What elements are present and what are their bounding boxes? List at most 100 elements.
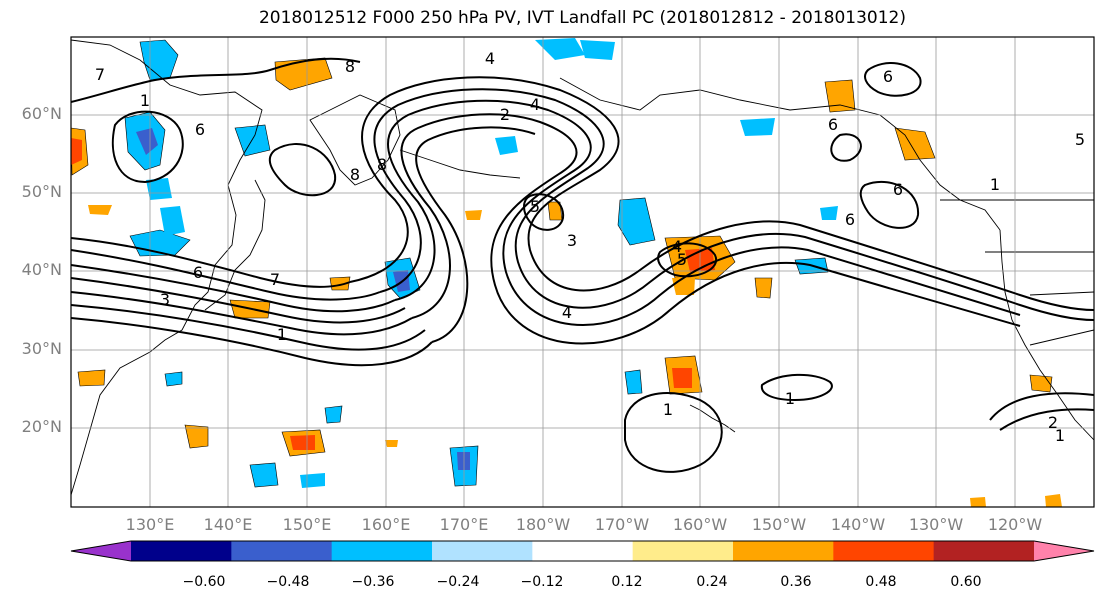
ivt-contour — [70, 57, 361, 103]
lon-label: 140°E — [203, 515, 253, 534]
lon-label: 150°E — [282, 515, 332, 534]
contour-label: 4 — [562, 303, 572, 322]
contour-label: 1 — [785, 389, 795, 408]
contour-label: 6 — [893, 180, 903, 199]
pv-negative-patch — [624, 369, 643, 395]
ivt-contour — [70, 317, 433, 367]
ivt-contour — [523, 193, 565, 231]
ivt-contour — [999, 408, 1095, 431]
ivt-contour — [70, 237, 351, 288]
colorbar-segment — [632, 541, 734, 561]
contour-label: 6 — [845, 210, 855, 229]
map-frame — [70, 36, 1095, 508]
map-background — [71, 37, 1094, 507]
lon-label: 140°W — [830, 515, 886, 534]
pv-negative-patch — [457, 452, 470, 470]
contour-label: 3 — [160, 290, 170, 309]
japan-coastline — [204, 179, 266, 311]
pv-negative-patch — [136, 128, 158, 155]
colorbar-segment — [833, 541, 935, 561]
ivt-contour — [70, 277, 406, 324]
contour-label: 6 — [883, 67, 893, 86]
pv-positive-patch — [385, 440, 398, 447]
lon-label: 160°E — [361, 515, 411, 534]
pv-negative-patch — [495, 136, 518, 155]
pv-positive-patch — [88, 205, 112, 215]
pv-negative-patch — [164, 371, 183, 387]
lat-label: 60°N — [21, 104, 62, 123]
contour-label: 8 — [377, 155, 387, 174]
pv-positive-patch — [672, 278, 695, 295]
contour-label: 7 — [95, 65, 105, 84]
pv-positive-patch — [894, 127, 936, 161]
contour-label: 1 — [277, 325, 287, 344]
pv-negative-patch — [820, 206, 838, 220]
contour-label: 6 — [195, 120, 205, 139]
ivt-contour — [624, 391, 723, 473]
asia-coastline — [70, 39, 263, 496]
contour-label: 8 — [345, 57, 355, 76]
colorbar-tick-label: 0.24 — [696, 574, 728, 590]
pv-negative-patch — [740, 118, 775, 136]
colorbar-segment — [331, 541, 433, 561]
contour-label: 4 — [485, 49, 495, 68]
pv-negative-patch — [580, 40, 615, 60]
lon-label: 160°W — [672, 515, 728, 534]
pv-positive-patch — [71, 138, 82, 165]
lon-label: 130°W — [908, 515, 964, 534]
colorbar-tick-label: −0.60 — [182, 574, 226, 590]
pv-negative-patch — [535, 38, 585, 60]
ivt-contour — [268, 143, 337, 197]
lon-label: 150°W — [751, 515, 807, 534]
north-america-border — [940, 199, 1095, 346]
pv-negative-patch — [617, 197, 656, 246]
colorbar-tick-label: −0.48 — [266, 574, 310, 590]
colorbar-tick-label: −0.24 — [436, 574, 480, 590]
lat-label: 20°N — [21, 417, 62, 436]
ivt-contour — [864, 62, 922, 97]
coastlines — [70, 39, 1095, 496]
lat-label: 30°N — [21, 339, 62, 358]
lon-label: 170°W — [594, 515, 650, 534]
colorbar-tick-label: 0.60 — [950, 574, 982, 590]
pv-positive-patch — [824, 79, 856, 113]
ivt-contour — [70, 304, 426, 351]
contour-label: 2 — [1048, 413, 1058, 432]
contour-label: 5 — [1075, 130, 1085, 149]
colorbar-segment — [131, 541, 232, 561]
contour-label: 4 — [530, 95, 540, 114]
ivt-contour — [657, 242, 718, 278]
colorbar-segment — [231, 541, 333, 561]
colorbar-extend-min — [71, 541, 131, 561]
colorbar-outline — [70, 540, 1095, 562]
contour-label: 6 — [193, 263, 203, 282]
pv-negative-patch — [249, 462, 279, 488]
colorbar-segment — [933, 541, 1035, 561]
aleutian-islands — [399, 149, 521, 179]
colorbar-segment — [532, 541, 634, 561]
contour-label: 1 — [990, 175, 1000, 194]
colorbar-tick-label: 0.48 — [865, 574, 897, 590]
lat-label: 50°N — [21, 182, 62, 201]
contour-label: 7 — [270, 270, 280, 289]
lon-label: 170°E — [439, 515, 489, 534]
ivt-contour — [111, 110, 184, 184]
pv-positive-patch — [1029, 374, 1053, 393]
contour-label: 3 — [567, 231, 577, 250]
pv-negative-patch — [324, 405, 343, 424]
colorbar-segment — [432, 541, 533, 561]
ivt-contour — [70, 249, 381, 301]
pv-negative-patch — [300, 473, 325, 488]
north-america-coastline — [999, 229, 1095, 441]
lon-label: 180°W — [515, 515, 571, 534]
ivt-contour — [830, 133, 862, 162]
contour-label: 2 — [500, 105, 510, 124]
contour-label: 6 — [828, 115, 838, 134]
lat-label: 40°N — [21, 260, 62, 279]
ivt-contour — [989, 392, 1095, 421]
contour-label: 1 — [140, 91, 150, 110]
ivt-contour — [349, 76, 1095, 311]
pv-positive-patch — [970, 497, 986, 507]
alaska-coastline — [559, 77, 1001, 231]
